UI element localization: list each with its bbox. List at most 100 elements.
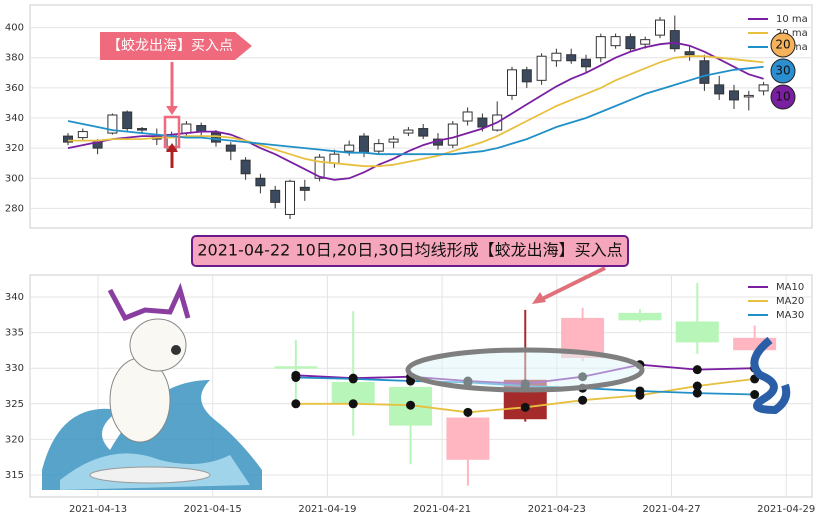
- candle-body: [418, 128, 429, 137]
- x-tick-label: 2021-04-21: [413, 504, 471, 515]
- badge-label: 10: [775, 90, 790, 104]
- candle-body: [329, 153, 340, 164]
- candle-body: [684, 51, 695, 56]
- x-tick-label: 2021-04-19: [298, 504, 356, 515]
- candle-body: [675, 321, 719, 343]
- badge: [770, 32, 796, 58]
- y-tick-label: 325: [5, 399, 24, 410]
- pointer-arrow-head: [532, 292, 546, 304]
- y-tick-label: 400: [5, 23, 24, 34]
- candle-body: [446, 417, 490, 460]
- candle-body: [285, 180, 295, 215]
- buy-arrow-head: [166, 143, 178, 152]
- ma-point: [750, 390, 760, 400]
- y-tick-label: 360: [5, 83, 24, 94]
- ma-line: [68, 55, 764, 168]
- candle-body: [551, 52, 562, 62]
- y-tick-label: 320: [5, 434, 24, 445]
- candle-body: [299, 186, 310, 191]
- candle-body: [77, 131, 88, 139]
- ma-point: [406, 376, 416, 386]
- y-tick-label: 330: [5, 363, 24, 374]
- badge-label: 20: [775, 38, 790, 52]
- candle-body: [274, 366, 318, 369]
- x-tick-label: 2021-04-29: [757, 504, 815, 515]
- candle-body: [240, 159, 251, 175]
- candle-body: [181, 123, 192, 134]
- candle-body: [447, 123, 458, 146]
- candle-body: [63, 135, 73, 143]
- x-tick-label: 2021-04-23: [528, 504, 586, 515]
- candle-body: [373, 143, 384, 152]
- candle-body: [403, 129, 414, 134]
- candle-body: [595, 36, 606, 59]
- candle-body: [225, 144, 236, 152]
- y-tick-label: 300: [5, 173, 24, 184]
- dragon-illustration: [750, 336, 791, 415]
- ma-line: [67, 65, 764, 156]
- ma-point: [692, 388, 702, 398]
- ma-point: [463, 407, 473, 417]
- ma-point: [692, 365, 702, 375]
- candle-body: [107, 114, 118, 134]
- dog-illustration: [42, 282, 262, 490]
- candle-body: [314, 156, 325, 179]
- candle-body: [255, 177, 266, 187]
- ma-point: [578, 395, 588, 405]
- badge: [770, 58, 796, 84]
- ma-point: [348, 399, 358, 409]
- y-tick-label: 340: [5, 292, 24, 303]
- ma-line: [67, 41, 764, 181]
- candle-body: [137, 128, 147, 131]
- candle-body: [733, 337, 777, 351]
- candle-body: [521, 69, 532, 83]
- candle-body: [699, 60, 710, 84]
- y-tick-label: 315: [5, 470, 24, 481]
- candle-body: [196, 125, 207, 133]
- candle-body: [211, 132, 221, 143]
- y-tick-label: 340: [5, 113, 24, 124]
- badge-label: 30: [775, 64, 790, 78]
- candle-body: [536, 55, 547, 81]
- x-tick-label: 2021-04-27: [642, 504, 700, 515]
- y-tick-label: 380: [5, 53, 24, 64]
- ma-point: [291, 399, 301, 409]
- candle-body: [669, 30, 680, 50]
- y-tick-label: 335: [5, 328, 24, 339]
- highlight-ellipse: [405, 347, 645, 393]
- banner-text: 2021-04-22 10日,20日,30日均线形成【蛟龙出海】买入点: [197, 241, 622, 260]
- ma-point: [520, 402, 530, 412]
- candle-body: [743, 94, 754, 98]
- candle-body: [729, 90, 739, 101]
- legend-label: MA10: [776, 282, 804, 293]
- legend-label: 20 ma: [776, 28, 808, 39]
- badge: [770, 84, 796, 110]
- x-tick-label: 2021-04-13: [69, 504, 127, 515]
- candle-body: [610, 36, 621, 47]
- annotation-arrow: [100, 32, 252, 60]
- y-tick-label: 320: [5, 143, 24, 154]
- candle-body: [714, 84, 725, 95]
- annotation-pointer-head: [166, 106, 178, 115]
- ma-point: [348, 374, 358, 384]
- banner: [191, 235, 629, 267]
- candle-body: [270, 189, 281, 203]
- candle-body: [581, 58, 591, 68]
- y-tick-label: 280: [5, 203, 24, 214]
- candle-body: [359, 135, 369, 154]
- candle-body: [758, 84, 769, 92]
- ma-point: [291, 372, 301, 382]
- candle-body: [477, 117, 488, 128]
- x-tick-label: 2021-04-15: [184, 504, 242, 515]
- legend-label: MA20: [776, 296, 804, 307]
- ma-point: [635, 386, 645, 396]
- legend-label: 10 ma: [776, 14, 808, 25]
- candle-body: [618, 312, 662, 321]
- ma-point: [406, 400, 416, 410]
- candle-body: [655, 19, 665, 36]
- candle-body: [566, 54, 577, 62]
- candle-body: [507, 69, 517, 96]
- candle-body: [122, 111, 133, 130]
- candle-body: [344, 144, 355, 152]
